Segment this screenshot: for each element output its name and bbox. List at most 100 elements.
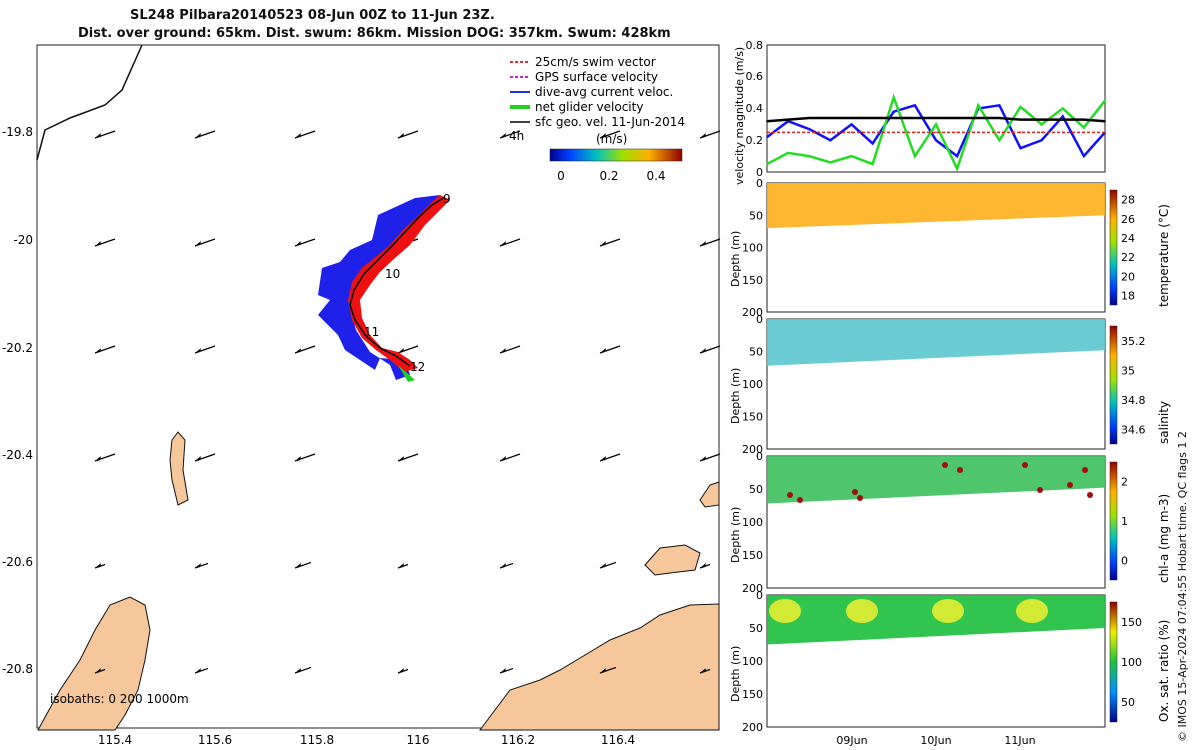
depth-tick: 100 bbox=[742, 516, 763, 529]
velocity-point bbox=[766, 136, 768, 138]
velocity-point bbox=[850, 123, 853, 126]
chla-high-point bbox=[1082, 467, 1088, 473]
map-legend: 25cm/s swim vector GPS surface velocity … bbox=[509, 55, 685, 146]
time-tick: 09Jun bbox=[836, 734, 867, 747]
depth-tick: 200 bbox=[742, 721, 763, 734]
chla-high-point bbox=[942, 462, 948, 468]
legend-label: GPS surface velocity bbox=[535, 70, 658, 84]
arrow-head bbox=[195, 456, 201, 461]
current-velocity-swath bbox=[318, 195, 440, 380]
depth-tick: 50 bbox=[749, 346, 763, 359]
day-marker-9: 9 bbox=[443, 192, 451, 206]
velocity-point bbox=[808, 117, 811, 119]
velocity-point bbox=[956, 131, 958, 134]
arrow-head bbox=[700, 348, 706, 353]
land-island-e bbox=[644, 544, 701, 576]
land-islands-chain bbox=[169, 431, 189, 506]
velocity-point bbox=[935, 117, 937, 119]
vel-ytick: 0 bbox=[756, 166, 763, 179]
lat-tick: -20 bbox=[13, 233, 33, 247]
legend-label: sfc geo. vel. 11-Jun-2014 bbox=[535, 115, 685, 129]
colorbar-unit: (m/s) bbox=[596, 132, 627, 146]
time-tick: 11Jun bbox=[1004, 734, 1035, 747]
velocity-point bbox=[871, 163, 874, 165]
colorbar-label-temperature: temperature (°C) bbox=[1157, 204, 1171, 307]
lon-tick: 115.6 bbox=[198, 733, 232, 747]
velocity-point bbox=[1104, 99, 1106, 102]
cb-tick: 0 bbox=[557, 169, 565, 183]
velocity-point bbox=[956, 117, 958, 119]
lon-tick: 116.2 bbox=[501, 733, 535, 747]
colorbar-oxygen bbox=[1109, 601, 1118, 723]
arrow-head bbox=[600, 241, 606, 246]
colorbar-tick: 34.6 bbox=[1121, 423, 1146, 436]
colorbar-chla bbox=[1109, 461, 1118, 581]
velocity-point bbox=[1083, 131, 1085, 134]
arrow-head bbox=[295, 563, 301, 568]
colorbar-tick: 18 bbox=[1121, 289, 1135, 302]
depth-tick: 200 bbox=[742, 306, 763, 319]
vel-ytick: 0.6 bbox=[746, 70, 764, 83]
velocity-point bbox=[892, 117, 895, 119]
arrow-head bbox=[95, 133, 101, 138]
depth-tick: 200 bbox=[742, 582, 763, 595]
colorbar-tick: 35 bbox=[1121, 364, 1135, 377]
lon-tick: 115.4 bbox=[98, 733, 132, 747]
arrow-head bbox=[398, 456, 404, 461]
colorbar-tick: 24 bbox=[1121, 232, 1135, 245]
lat-tick: -20.6 bbox=[2, 555, 33, 569]
lon-tick: 115.8 bbox=[300, 733, 334, 747]
velocity-point bbox=[914, 155, 916, 157]
velocity-point bbox=[829, 131, 832, 134]
velocity-point bbox=[1061, 131, 1064, 134]
chla-high-point bbox=[852, 489, 858, 495]
vel-ytick: 0.8 bbox=[746, 39, 764, 52]
velocity-point bbox=[1083, 155, 1085, 157]
velocity-point bbox=[829, 117, 832, 119]
depth-tick: 200 bbox=[742, 443, 763, 456]
arrow-head bbox=[600, 668, 606, 673]
arrow-head bbox=[700, 563, 706, 568]
velocity-point bbox=[1019, 147, 1022, 149]
depth-ylabel: Depth (m) bbox=[729, 507, 742, 563]
velocity-point bbox=[871, 117, 874, 119]
velocity-point bbox=[1019, 118, 1022, 121]
velocity-point bbox=[914, 104, 916, 107]
velocity-point bbox=[808, 128, 811, 130]
velocity-point bbox=[956, 155, 958, 157]
arrow-head bbox=[295, 456, 301, 461]
figure-title-line1: SL248 Pilbara20140523 08-Jun 00Z to 11-J… bbox=[130, 8, 495, 23]
colorbar-label-salinity: salinity bbox=[1157, 401, 1171, 444]
velocity-point bbox=[766, 131, 768, 134]
colorbar-label-chla: chl-a (mg m-3) bbox=[1157, 494, 1171, 583]
arrow-head bbox=[700, 241, 706, 246]
velocity-point bbox=[935, 131, 937, 134]
velocity-point bbox=[892, 131, 895, 134]
arrow-head bbox=[700, 133, 706, 138]
velocity-point bbox=[1083, 126, 1085, 129]
velocity-point bbox=[871, 142, 874, 145]
depth-tick: 100 bbox=[742, 655, 763, 668]
velocity-yticks: 0 0.2 0.4 0.6 0.8 bbox=[746, 39, 764, 179]
colorbar-tick: 22 bbox=[1121, 251, 1135, 264]
legend-label: dive-avg current veloc. bbox=[535, 85, 673, 99]
arrow-head bbox=[398, 668, 404, 673]
velocity-panel-frame bbox=[766, 44, 1106, 173]
map-lon-ticks: 115.4 115.6 115.8 116 116.2 116.4 bbox=[98, 733, 635, 747]
velocity-point bbox=[977, 117, 980, 119]
oxygen-high-patch bbox=[932, 599, 964, 623]
land-island-sw bbox=[37, 596, 151, 731]
coastline-north bbox=[36, 44, 143, 161]
chla-high-point bbox=[1037, 487, 1043, 493]
velocity-point bbox=[914, 117, 916, 119]
swim-vector-swath bbox=[348, 195, 450, 372]
chla-high-point bbox=[857, 495, 863, 501]
lat-tick: -19.8 bbox=[2, 125, 33, 139]
arrow-head bbox=[700, 668, 706, 673]
depth-tick: 100 bbox=[742, 242, 763, 255]
velocity-point bbox=[935, 139, 937, 142]
velocity-point bbox=[1104, 131, 1106, 134]
cb-tick: 0.4 bbox=[646, 169, 665, 183]
cb-tick: 0.2 bbox=[599, 169, 618, 183]
